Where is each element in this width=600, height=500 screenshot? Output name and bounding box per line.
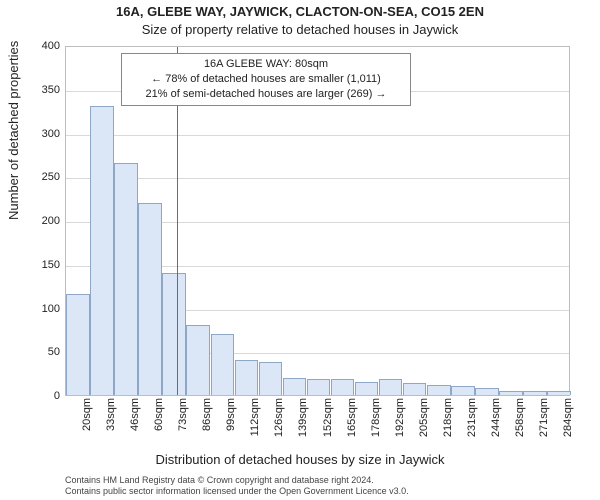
x-tick-label: 46sqm [129,398,141,448]
y-tick-label: 0 [10,390,60,402]
histogram-bar [355,382,379,395]
y-tick-label: 250 [10,171,60,183]
histogram-bar [475,388,499,395]
x-tick-label: 33sqm [105,398,117,448]
x-tick-label: 218sqm [442,398,454,448]
histogram-bar [523,391,547,395]
histogram-bar [162,273,186,396]
annotation-line-2: ← 78% of detached houses are smaller (1,… [128,72,404,87]
x-tick-label: 73sqm [177,398,189,448]
y-tick-label: 400 [10,40,60,52]
histogram-bar [547,391,571,395]
x-tick-label: 244sqm [490,398,502,448]
x-tick-label: 231sqm [466,398,478,448]
histogram-bar [283,378,307,396]
chart-container: 16A, GLEBE WAY, JAYWICK, CLACTON-ON-SEA,… [0,0,600,500]
annotation-line-1: 16A GLEBE WAY: 80sqm [128,57,404,72]
histogram-bar [331,379,355,395]
histogram-bar [403,383,427,395]
x-tick-label: 112sqm [249,398,261,448]
y-tick-label: 150 [10,259,60,271]
annotation-box: 16A GLEBE WAY: 80sqm ← 78% of detached h… [121,53,411,106]
histogram-bar [499,391,523,395]
y-tick-label: 200 [10,215,60,227]
histogram-bar [90,106,114,395]
histogram-bar [379,379,403,395]
x-tick-label: 139sqm [297,398,309,448]
x-tick-label: 20sqm [81,398,93,448]
y-tick-label: 100 [10,303,60,315]
histogram-bar [66,294,90,395]
histogram-bar [235,360,259,395]
x-tick-label: 152sqm [322,398,334,448]
y-tick-label: 50 [10,346,60,358]
histogram-bar [186,325,210,395]
attribution-footer: Contains HM Land Registry data © Crown c… [65,475,409,498]
histogram-bar [211,334,235,395]
x-tick-label: 99sqm [225,398,237,448]
footer-line-2: Contains public sector information licen… [65,486,409,497]
x-tick-label: 192sqm [394,398,406,448]
x-tick-label: 165sqm [346,398,358,448]
histogram-bar [114,163,138,395]
x-tick-label: 284sqm [562,398,574,448]
x-tick-label: 60sqm [153,398,165,448]
gridline [66,178,569,179]
x-tick-label: 258sqm [514,398,526,448]
x-tick-label: 126sqm [273,398,285,448]
y-tick-label: 350 [10,84,60,96]
histogram-bar [307,379,331,395]
y-tick-label: 300 [10,128,60,140]
chart-subtitle: Size of property relative to detached ho… [0,22,600,37]
x-tick-label: 205sqm [418,398,430,448]
histogram-bar [259,362,283,395]
annotation-line-3: 21% of semi-detached houses are larger (… [128,87,404,102]
plot-area: 16A GLEBE WAY: 80sqm ← 78% of detached h… [65,46,570,396]
footer-line-1: Contains HM Land Registry data © Crown c… [65,475,409,486]
histogram-bar [138,203,162,396]
x-axis-label: Distribution of detached houses by size … [0,452,600,467]
chart-title: 16A, GLEBE WAY, JAYWICK, CLACTON-ON-SEA,… [0,4,600,19]
x-tick-label: 271sqm [538,398,550,448]
histogram-bar [427,385,451,396]
x-tick-label: 178sqm [370,398,382,448]
gridline [66,135,569,136]
x-tick-label: 86sqm [201,398,213,448]
histogram-bar [451,386,475,395]
